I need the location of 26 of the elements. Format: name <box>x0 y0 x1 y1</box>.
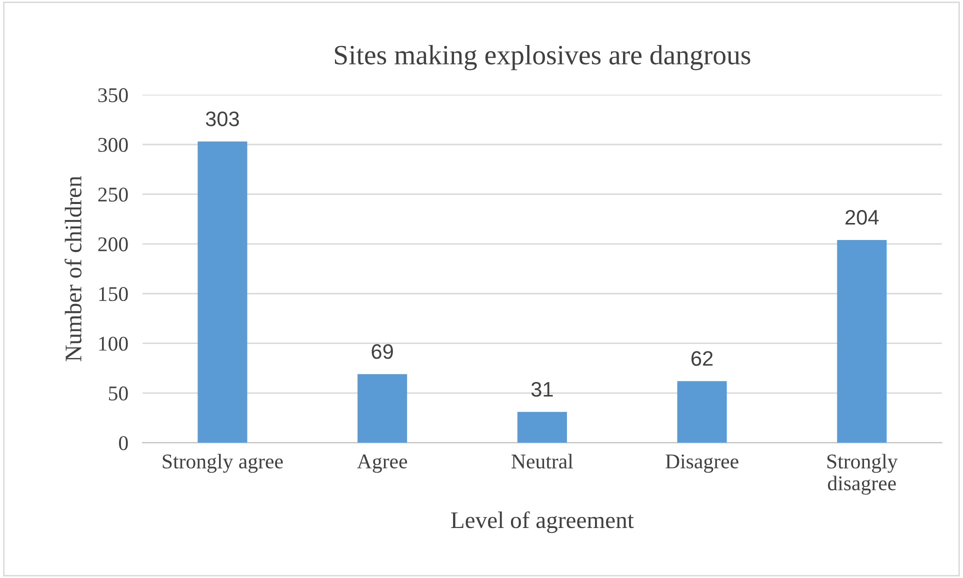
data-label: 31 <box>531 382 553 397</box>
y-tick-label: 250 <box>98 188 128 202</box>
x-tick-label: Agree <box>357 454 408 473</box>
bar <box>517 412 567 443</box>
y-tick-label: 100 <box>99 336 128 351</box>
y-axis-title: Number of children <box>64 176 82 362</box>
x-tick-label: Strongly agree <box>162 454 283 473</box>
bar <box>837 240 887 443</box>
x-tick-label: Strongly disagree <box>827 454 898 495</box>
data-label: 204 <box>846 210 879 225</box>
data-label: 62 <box>692 351 713 366</box>
bar <box>358 374 408 443</box>
chart-title: Sites making explosives are dangrous <box>334 44 750 70</box>
x-axis-title: Level of agreement <box>451 511 634 534</box>
bar <box>198 142 248 443</box>
x-tick-label: Disagree <box>666 454 738 473</box>
y-tick-label: 0 <box>119 436 128 450</box>
y-tick-label: 50 <box>109 386 128 400</box>
data-label: 69 <box>372 344 393 359</box>
y-tick-label: 350 <box>98 88 128 102</box>
data-label: 303 <box>206 112 239 126</box>
x-tick-label: Neutral <box>512 454 573 469</box>
y-tick-label: 300 <box>98 138 128 152</box>
y-tick-label: 150 <box>99 287 128 302</box>
y-tick-label: 200 <box>98 237 128 252</box>
bar <box>677 381 727 443</box>
